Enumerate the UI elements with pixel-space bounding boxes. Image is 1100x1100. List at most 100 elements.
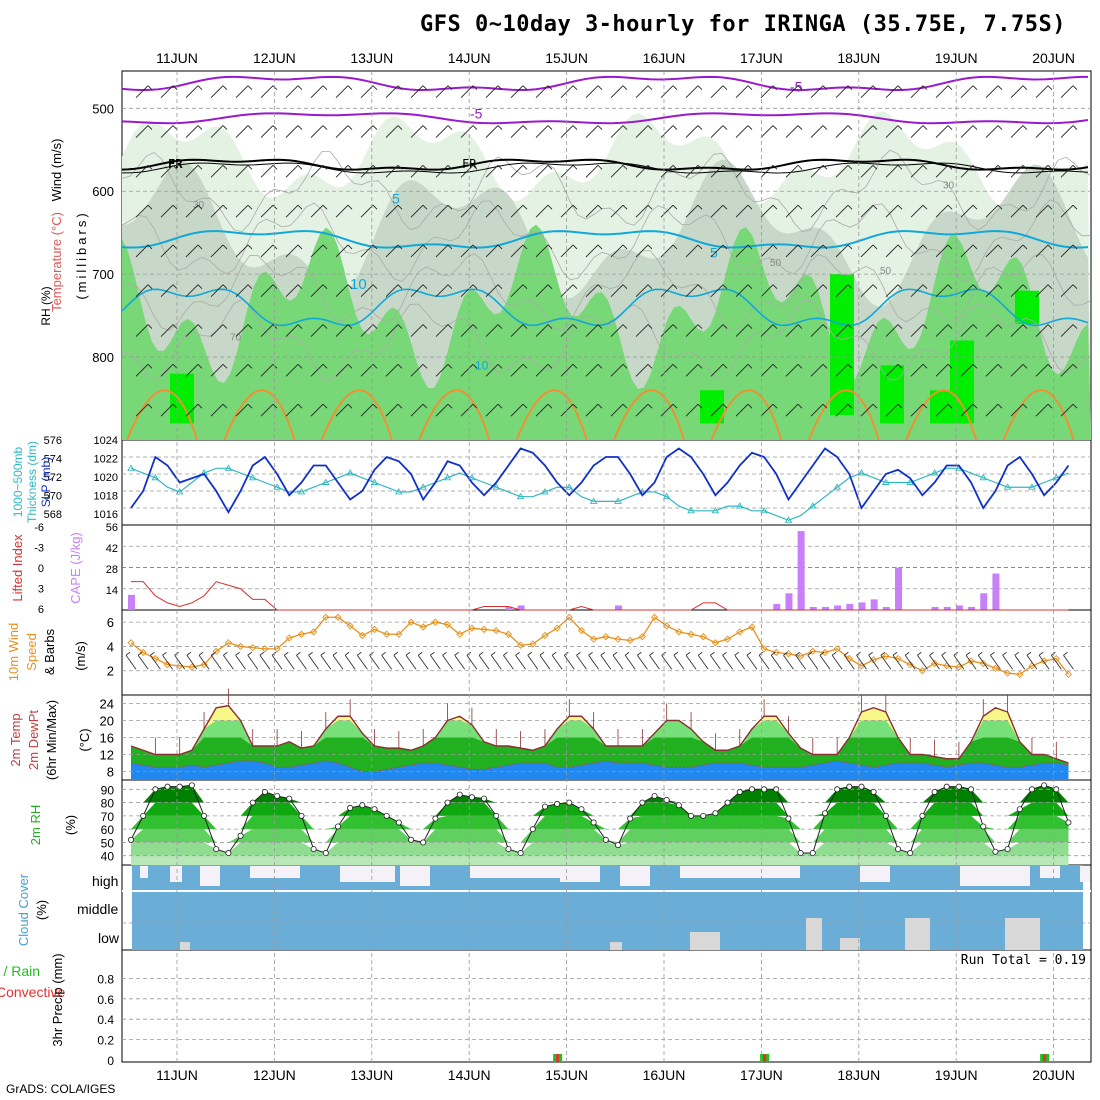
wind-barb	[478, 651, 490, 670]
rh-point	[274, 792, 281, 799]
temp-contour-15-9	[1002, 389, 1075, 440]
thickness-marker	[443, 473, 452, 481]
upper-wind-barb	[210, 85, 228, 99]
upper-wind-barb	[1035, 284, 1053, 298]
wind-speed-point	[236, 642, 245, 651]
date-bottom-1: 12JUN	[253, 1067, 296, 1083]
upper-wind-barb	[985, 244, 1003, 258]
rh-point	[870, 788, 877, 795]
rh-bright-6	[880, 365, 904, 424]
upper-wind-barb	[210, 204, 228, 218]
upper-wind-barb	[385, 403, 403, 417]
li-tick-6: 6	[38, 604, 44, 616]
freezing-level-a	[122, 158, 1089, 171]
cloud-high-gap	[560, 866, 600, 882]
upper-wind-barb	[335, 85, 353, 99]
cloud-low-patch	[806, 918, 822, 950]
upper-wind-barb	[810, 324, 828, 337]
wind-speed-point	[309, 628, 318, 636]
upper-wind-barb	[985, 165, 1003, 178]
upper-wind-barb	[485, 284, 503, 298]
wind-barb	[819, 651, 831, 670]
upper-wind-barb	[560, 244, 578, 258]
wind-barb	[454, 651, 466, 670]
upper-wind-barb	[435, 125, 453, 138]
rh-units-label: (%)	[63, 815, 78, 835]
rh-point	[371, 806, 378, 813]
rh-point	[943, 783, 950, 790]
thickness-marker	[687, 506, 695, 514]
slp-tick-1022: 1022	[94, 454, 118, 466]
wind-barb	[722, 651, 733, 670]
upper-wind-barb	[810, 403, 828, 417]
li-tick-3: 3	[38, 584, 44, 596]
upper-wind-barb	[685, 125, 703, 138]
upper-wind-barb	[235, 284, 253, 298]
upper-wind-barb	[860, 125, 878, 138]
upper-wind-barb	[935, 165, 953, 178]
upper-wind-barb	[710, 165, 728, 178]
wind-barb	[977, 651, 989, 670]
upper-wind-barb	[435, 364, 453, 377]
rh-point	[821, 810, 828, 817]
rh-point	[675, 802, 682, 809]
wind-barb	[868, 651, 880, 670]
cloud-high-gap	[960, 866, 1030, 886]
wind-barb	[734, 651, 746, 670]
upper-wind-barb	[960, 364, 978, 377]
rh-point	[554, 800, 561, 807]
upper-wind-barb	[860, 85, 878, 99]
cloud-low-patch	[690, 932, 720, 950]
wind-barb	[503, 651, 514, 670]
wind-barb	[795, 651, 806, 670]
rh-point	[298, 812, 305, 819]
rh-point	[249, 799, 256, 806]
upper-wind-barb	[960, 284, 978, 298]
thickness-marker	[1052, 473, 1061, 481]
rh-2m-panel	[122, 782, 1091, 865]
wind-speed-point	[431, 618, 440, 626]
upper-wind-barb	[435, 85, 453, 99]
upper-wind-barb	[710, 324, 728, 337]
date-bottom-6: 17JUN	[740, 1067, 783, 1083]
wind-barb	[1063, 651, 1074, 670]
slp-axis-labels: 1000~500mb Thickness (dm) SLP (mb)	[11, 441, 53, 523]
thickness-marker	[882, 478, 890, 485]
upper-wind-barb	[160, 204, 178, 218]
upper-wind-barb	[335, 403, 353, 417]
rh-point	[797, 850, 804, 857]
wind-barb	[697, 651, 709, 670]
upper-wind-barb	[685, 85, 703, 99]
upper-wind-barb	[935, 324, 953, 337]
upper-wind-barb	[185, 324, 203, 337]
precip-total-label: Total / Rain	[0, 963, 40, 979]
upper-wind-barb	[785, 403, 803, 417]
upper-wind-barb	[835, 364, 853, 377]
rh-tick-70: 70	[101, 810, 115, 824]
upper-wind-barb	[535, 403, 553, 417]
temp-contour-15-2	[320, 389, 393, 440]
li-tick-0: 0	[38, 563, 44, 575]
upper-wind-barb	[710, 403, 728, 417]
rh-point	[176, 783, 183, 790]
rh-fill-5	[131, 855, 1069, 865]
upper-wind-barb	[285, 165, 303, 178]
rh-point	[615, 842, 622, 849]
rh-tick-50: 50	[101, 836, 115, 850]
upper-wind-barb	[310, 165, 328, 178]
rh-point	[1053, 786, 1060, 793]
wind-tick-4: 4	[107, 639, 114, 654]
upper-wind-barb	[260, 324, 278, 337]
temp-contour-minus5	[122, 112, 1089, 125]
wind-speed-point	[565, 613, 573, 621]
upper-wind-barb	[810, 244, 828, 258]
upper-wind-barb	[785, 364, 803, 377]
wind-speed-point	[614, 635, 622, 643]
wind-speed-point	[699, 633, 707, 641]
upper-wind-barb	[685, 324, 703, 337]
upper-wind-barb	[335, 165, 353, 178]
upper-wind-barb	[510, 244, 528, 258]
thickness-marker	[906, 478, 914, 485]
rh-point	[882, 812, 889, 819]
upper-wind-barb	[1035, 403, 1053, 417]
